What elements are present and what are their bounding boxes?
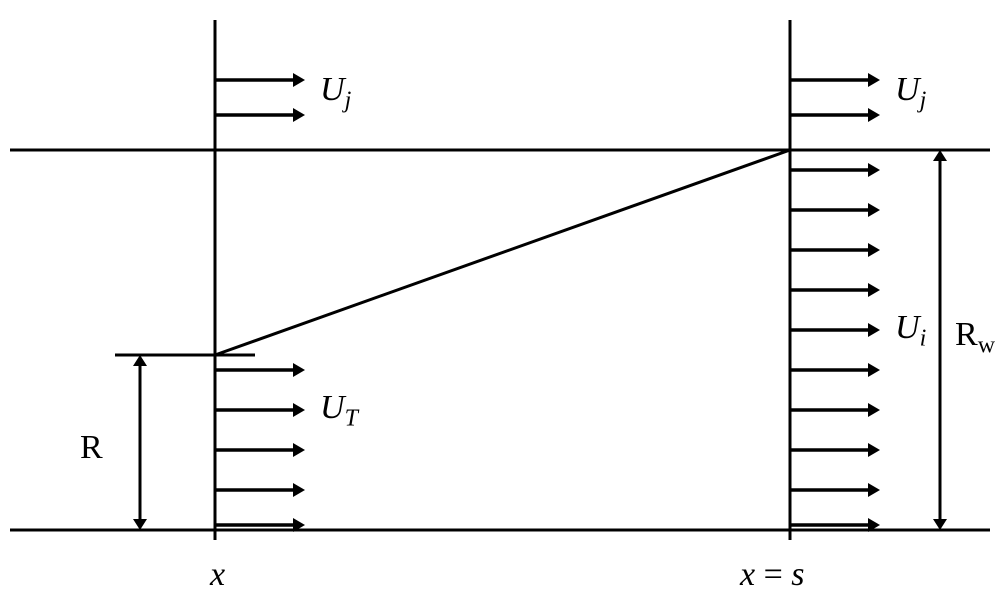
label-x-eq-s: x = s <box>739 556 805 593</box>
label-r: R <box>80 429 103 466</box>
background <box>0 0 1000 610</box>
label-x: x <box>209 556 225 593</box>
